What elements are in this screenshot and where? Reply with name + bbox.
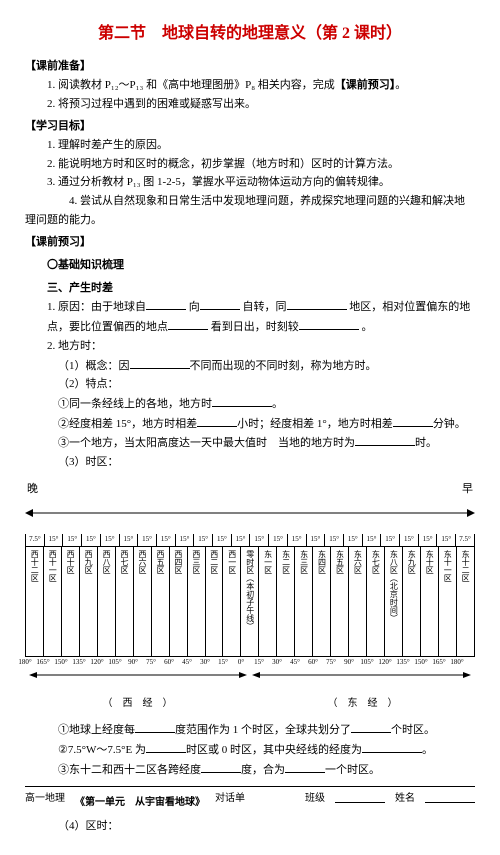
blank[interactable] — [130, 356, 190, 369]
sec-goal: 【学习目标】 — [25, 117, 475, 136]
local-time: 2. 地方时： — [25, 337, 475, 356]
zone-row: 西十二区西十一区西十区西九区西八区西七区西六区西五区西四区西三区西二区西一区零时… — [25, 547, 475, 657]
ft-subj: 高一地理 — [25, 790, 65, 811]
sec-prep: 【课前准备】 — [25, 57, 475, 76]
q2: ②7.5°W～7.5°E 为时区或 0 时区，其中央经线的经度为。 — [25, 740, 475, 760]
goal-1: 1. 理解时差产生的原因。 — [25, 136, 475, 155]
ft-unit: 《第一单元 从宇宙看地球》 — [75, 794, 205, 811]
blank[interactable] — [201, 760, 241, 773]
tick-row: 7.5°15°15°15°15°15°15°15°15°15°15°15°15°… — [25, 534, 475, 547]
axis-row — [25, 669, 475, 689]
topic-3: 三、产生时差 — [25, 279, 475, 298]
ft-class: 班级 — [305, 790, 325, 811]
ft-name: 姓名 — [395, 790, 415, 811]
arrow-row — [25, 499, 475, 527]
blank[interactable] — [335, 790, 385, 803]
label-late: 晚 — [27, 480, 38, 499]
blank[interactable] — [362, 740, 422, 753]
label-early: 早 — [462, 480, 473, 499]
blank[interactable] — [425, 790, 475, 803]
prep-1: 1. 阅读教材 P₁₂～P₁₃ 和《高中地理图册》P₈ 相关内容，完成【课前预习… — [25, 76, 475, 95]
feat-3: ③一个地方，当太阳高度达一天中最大值时 当地的地方时为时。 — [25, 433, 475, 453]
blank[interactable] — [146, 297, 186, 310]
blank[interactable] — [168, 317, 208, 330]
ft-type: 对话单 — [215, 790, 245, 811]
reason-line: 1. 原因：由于地球自 向 自转，同 地区，相对位置偏东的地点，要比位置偏西的地… — [25, 297, 475, 336]
west-lon: （ 西 经 ） — [25, 695, 250, 712]
goal-4: 4. 尝试从自然现象和日常生活中发现地理问题，养成探究地理问题的兴趣和解决地理问… — [25, 192, 475, 229]
feat-1: ①同一条经线上的各地，地方时。 — [25, 394, 475, 414]
blank[interactable] — [197, 414, 237, 427]
timezone-chart: 晚 早 7.5°15°15°15°15°15°15°15°15°15°15°15… — [25, 480, 475, 713]
feature: （2）特点： — [25, 375, 475, 394]
blank[interactable] — [146, 740, 186, 753]
blank[interactable] — [393, 414, 433, 427]
blank[interactable] — [135, 720, 175, 733]
concept: （1）概念：因不同而出现的不同时刻，称为地方时。 — [25, 356, 475, 376]
blank[interactable] — [285, 760, 325, 773]
sub-basic: 〇基础知识梳理 — [25, 256, 475, 275]
lon-row: 180°165°150°135°120°105°90°75°60°45°30°1… — [25, 657, 475, 669]
blank[interactable] — [200, 297, 240, 310]
q3: ③东十二和西十二区各跨经度度，合为一个时区。 — [25, 760, 475, 780]
blank[interactable] — [212, 394, 272, 407]
prep-2: 2. 将预习过程中遇到的困难或疑惑写出来。 — [25, 95, 475, 114]
timezone-h: （3）时区： — [25, 453, 475, 472]
page-footer: 高一地理 《第一单元 从宇宙看地球》 对话单 班级 姓名 — [25, 786, 475, 811]
feat-2: ②经度相差 15°，地方时相差小时；经度相差 1°，地方时相差分钟。 — [25, 414, 475, 434]
east-lon: （ 东 经 ） — [250, 695, 475, 712]
goal-2: 2. 能说明地方时和区时的概念，初步掌握（地方时和）区时的计算方法。 — [25, 155, 475, 174]
blank[interactable] — [287, 297, 347, 310]
blank[interactable] — [299, 317, 359, 330]
blank[interactable] — [351, 720, 391, 733]
zone-time: （4）区时： — [25, 817, 475, 836]
sec-preview: 【课前预习】 — [25, 233, 475, 252]
blank[interactable] — [355, 433, 415, 446]
goal-3: 3. 通过分析教材 P₁₃ 图 1-2-5，掌握水平运动物体运动方向的偏转规律。 — [25, 173, 475, 192]
q1: ①地球上经度每度范围作为 1 个时区，全球共划分了个时区。 — [25, 720, 475, 740]
page-title: 第二节 地球自转的地理意义（第 2 课时） — [25, 20, 475, 47]
